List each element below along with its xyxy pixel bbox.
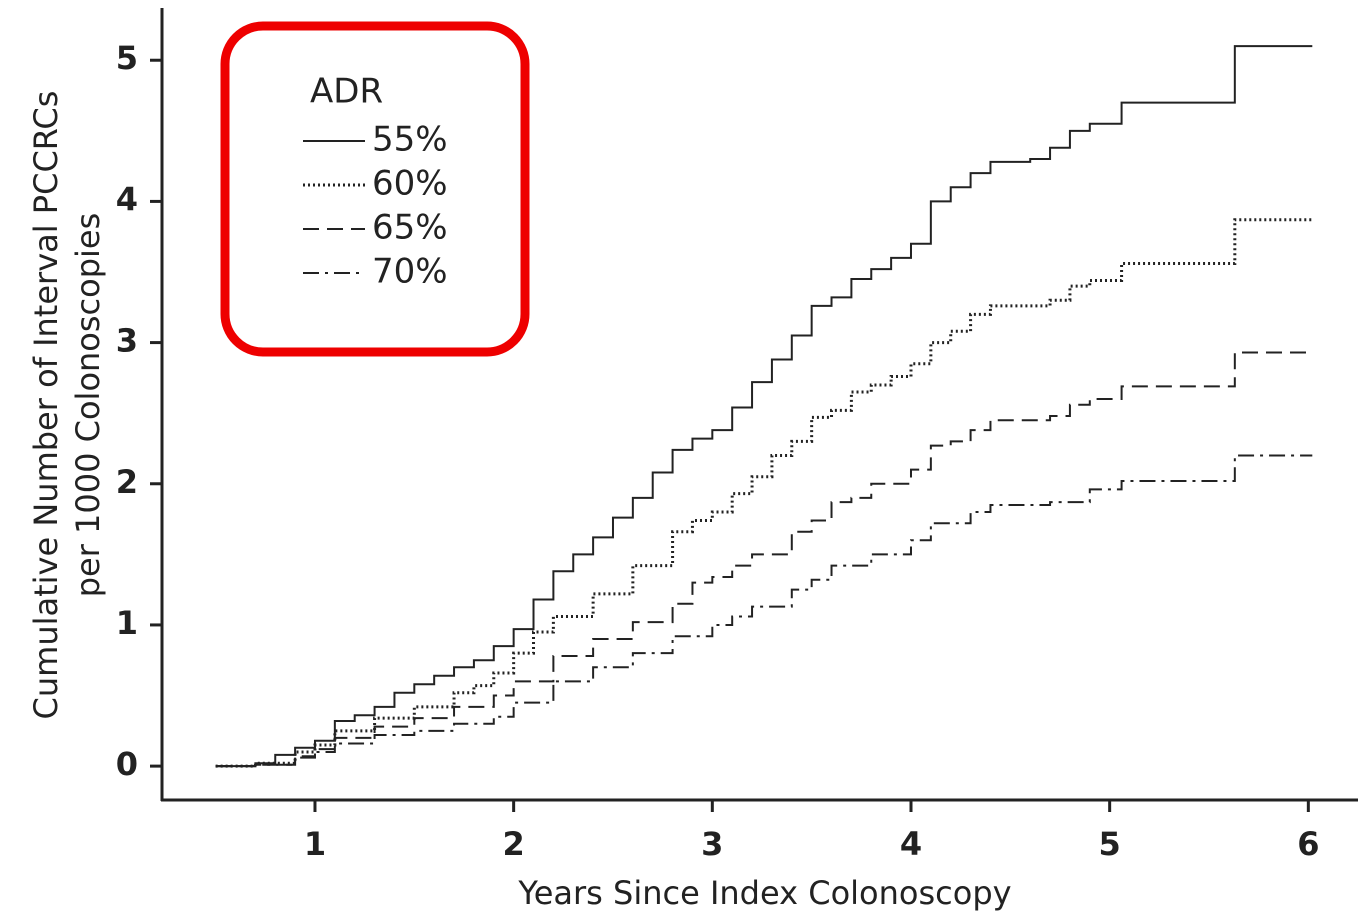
y-tick-label: 0 (116, 745, 138, 783)
y-axis-label: per 1000 Colonoscopies (69, 213, 107, 598)
legend-title: ADR (310, 72, 383, 112)
series-line (215, 454, 1313, 768)
series-line (215, 45, 1313, 768)
legend-label: 70% (372, 252, 448, 292)
x-axis-label: Years Since Index Colonoscopy (517, 874, 1011, 912)
y-tick-label: 1 (116, 604, 138, 642)
y-tick-label: 5 (116, 39, 138, 77)
y-tick-label: 4 (116, 180, 138, 218)
legend-label: 55% (372, 120, 448, 160)
series-line (215, 351, 1313, 768)
x-tick-label: 4 (900, 825, 922, 863)
x-tick-label: 3 (701, 825, 723, 863)
x-tick-label: 1 (304, 825, 326, 863)
x-tick-label: 6 (1297, 825, 1319, 863)
x-tick-label: 5 (1099, 825, 1121, 863)
y-tick-label: 2 (116, 463, 138, 501)
y-tick-label: 3 (116, 322, 138, 360)
y-axis-label: Cumulative Number of Interval PCCRCs (27, 91, 65, 720)
x-tick-label: 2 (503, 825, 525, 863)
highlight-box (220, 21, 530, 357)
series-line (215, 218, 1313, 768)
legend-label: 65% (372, 208, 448, 248)
legend-label: 60% (372, 164, 448, 204)
